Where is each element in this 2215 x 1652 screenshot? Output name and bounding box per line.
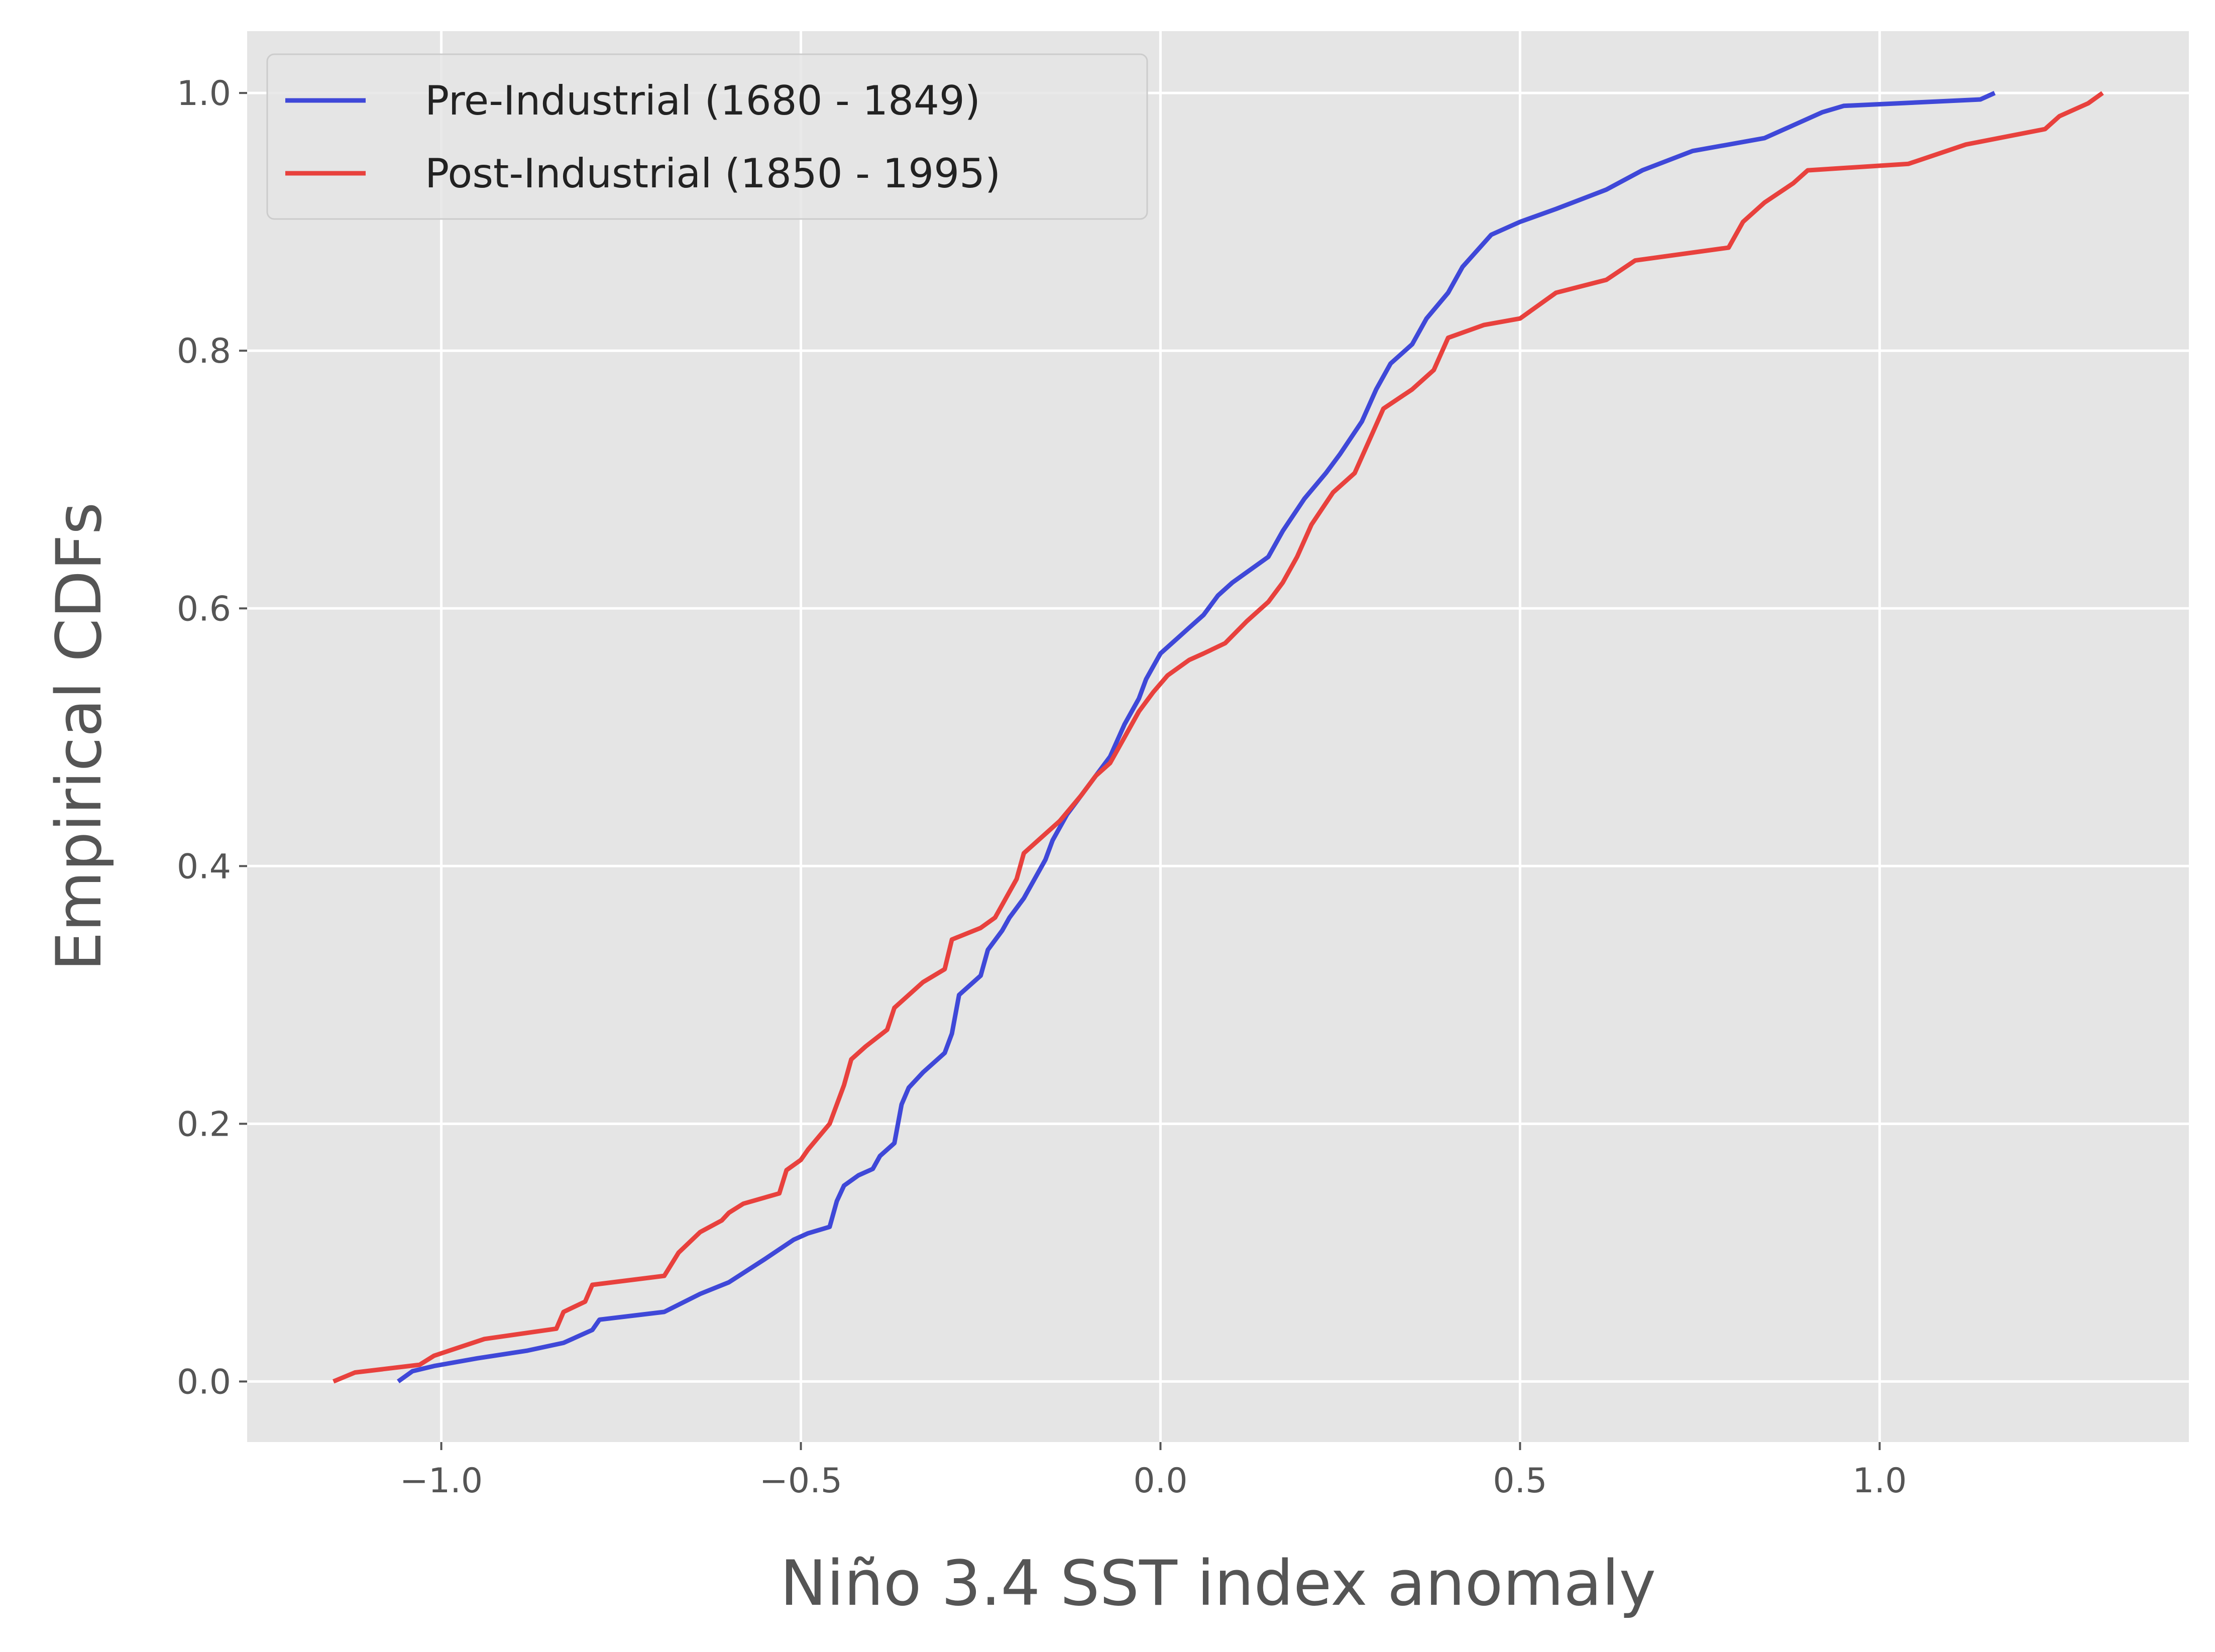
x-axis-ticks: −1.0 −0.5 0.0 0.5 1.0 [400, 1442, 1907, 1501]
y-axis-ticks: 0.0 0.2 0.4 0.6 0.8 1.0 [177, 74, 247, 1402]
y-tick-label: 0.2 [177, 1105, 231, 1144]
x-tick-label: −1.0 [400, 1461, 483, 1501]
plot-area [247, 31, 2189, 1442]
x-tick-label: 1.0 [1852, 1461, 1907, 1501]
y-axis-title: Empirical CDFs [43, 502, 116, 971]
y-tick-label: 0.8 [177, 332, 231, 371]
series-line-post-industrial [333, 91, 2104, 1384]
y-tick-label: 0.6 [177, 589, 231, 629]
x-axis-title: Niño 3.4 SST index anomaly [780, 1548, 1656, 1620]
x-tick-label: 0.5 [1493, 1461, 1547, 1501]
series-lines [333, 90, 2104, 1384]
y-tick-label: 0.0 [177, 1362, 231, 1402]
legend: Pre-Industrial (1680 - 1849) Post-Industr… [266, 53, 1148, 220]
legend-box [266, 53, 1148, 220]
legend-label-post-industrial: Post-Industrial (1850 - 1995) [425, 150, 1001, 197]
x-tick-label: 0.0 [1133, 1461, 1187, 1501]
x-tick-label: −0.5 [759, 1461, 842, 1501]
legend-label-pre-industrial: Pre-Industrial (1680 - 1849) [425, 77, 980, 124]
y-tick-label: 1.0 [177, 74, 231, 114]
y-tick-label: 0.4 [177, 847, 231, 887]
